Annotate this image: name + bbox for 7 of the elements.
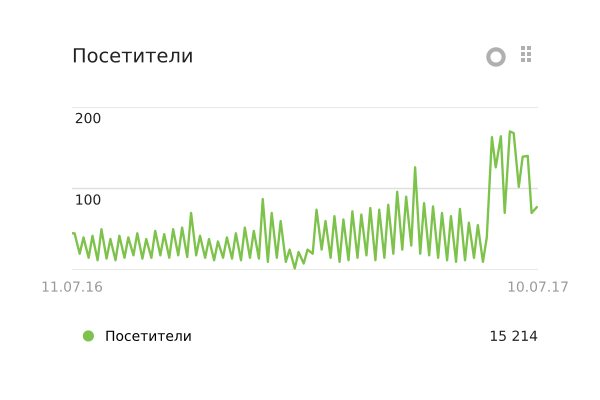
y-tick-label: 200 (76, 112, 100, 124)
x-tick-label: 10.07.17 (508, 281, 568, 292)
chart-title: Посетители (74, 48, 192, 63)
x-tick-label: 11.07.16 (42, 281, 102, 292)
legend-label: Посетители (106, 330, 191, 342)
y-tick-label: 100 (76, 194, 100, 205)
text: 15 214 (490, 330, 538, 342)
